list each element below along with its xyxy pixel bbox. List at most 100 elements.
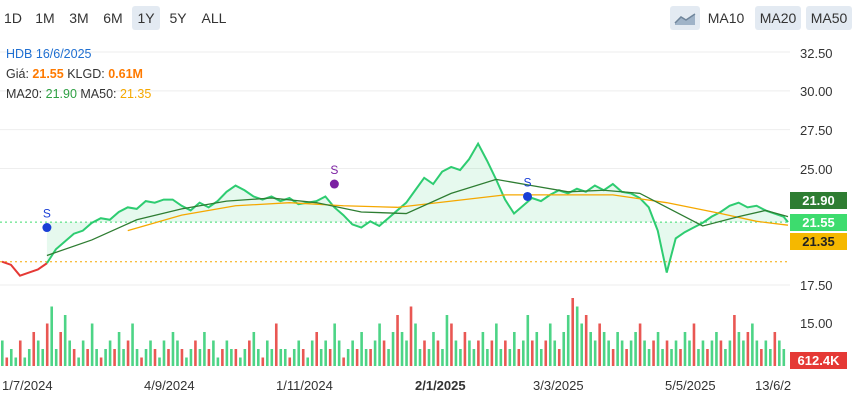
x-tick-label: 13/6/2 <box>755 378 792 393</box>
volume-bar <box>544 340 548 366</box>
info-price-row: Giá: 21.55 KLGD: 0.61M <box>6 67 143 81</box>
ma10-button[interactable]: MA10 <box>707 10 745 26</box>
volume-bar <box>310 340 314 366</box>
volume-bar <box>728 340 732 366</box>
volume-bar <box>59 332 62 366</box>
volume-bar <box>571 298 575 366</box>
volume-bar <box>441 349 444 366</box>
volume-bar <box>391 332 395 366</box>
volume-bar <box>638 323 642 366</box>
volume-bar <box>607 340 610 366</box>
volume-bar <box>207 349 211 366</box>
price-line <box>46 141 789 273</box>
volume-bar <box>593 340 597 366</box>
volume-bar <box>212 340 215 366</box>
range-all-button[interactable]: ALL <box>201 10 227 26</box>
volume-bar <box>652 340 655 366</box>
volume-bar <box>535 332 539 366</box>
volume-bar <box>746 332 750 366</box>
volume-bar <box>153 349 157 366</box>
volume-bar <box>292 349 296 366</box>
volume-bar <box>724 349 727 366</box>
range-1d-button[interactable]: 1D <box>4 10 22 26</box>
volume-bar <box>32 332 36 366</box>
volume-bar <box>778 340 781 366</box>
volume-bar <box>719 340 723 366</box>
volume-bar <box>337 340 341 366</box>
volume-bar <box>297 340 301 366</box>
volume-bar <box>171 332 175 366</box>
range-3m-button[interactable]: 3M <box>69 10 89 26</box>
ma50-button[interactable]: MA50 <box>806 6 852 30</box>
volume-bar <box>270 349 274 366</box>
ma20-label: MA20: <box>6 87 43 101</box>
volume-bar <box>221 349 224 366</box>
price-label: Giá: <box>6 67 29 81</box>
volume-bar <box>54 349 58 366</box>
info-ma-row: MA20: 21.90 MA50: 21.35 <box>6 87 151 101</box>
volume-bar <box>450 323 453 366</box>
volume-bar <box>162 340 166 366</box>
volume-bar <box>68 340 71 366</box>
volume-bar <box>274 323 278 366</box>
volume-bar <box>445 315 449 366</box>
price-value: 21.55 <box>32 67 64 81</box>
volume-bar <box>760 349 763 366</box>
volume-bar <box>108 340 112 366</box>
volume-bar <box>225 340 229 366</box>
volume-bar <box>427 349 431 366</box>
volume-bar <box>180 349 184 366</box>
volume-bar <box>333 323 336 366</box>
volume-bar <box>203 332 206 366</box>
ma20-price-tag: 21.90 <box>790 192 847 209</box>
volume-bar <box>9 349 13 366</box>
volume-bar <box>405 340 408 366</box>
volume-bar <box>176 340 179 366</box>
volume-bar <box>562 332 566 366</box>
range-1m-button[interactable]: 1M <box>35 10 55 26</box>
volume-bar <box>342 357 345 366</box>
range-1y-button[interactable]: 1Y <box>132 6 160 30</box>
volume-bar <box>629 340 633 366</box>
volume-bar <box>400 332 404 366</box>
volume-bar <box>661 349 664 366</box>
area-chart-toggle[interactable] <box>670 6 700 30</box>
volume-bar <box>553 340 557 366</box>
volume-bar <box>697 349 700 366</box>
volume-bar <box>248 340 251 366</box>
volume-bar <box>472 349 476 366</box>
volume-bar <box>387 349 390 366</box>
volume-bar <box>589 332 592 366</box>
ma20-value: 21.90 <box>45 87 77 101</box>
signal-marker-label: S <box>330 163 338 177</box>
volume-bar <box>131 323 134 366</box>
volume-bar <box>319 349 323 366</box>
volume-bar <box>679 349 682 366</box>
volume-bar <box>14 357 18 366</box>
volume-bar <box>490 340 494 366</box>
volume-bar <box>50 306 54 366</box>
ma20-button[interactable]: MA20 <box>755 6 801 30</box>
range-6m-button[interactable]: 6M <box>103 10 123 26</box>
volume-bar <box>737 332 741 366</box>
volume-bar <box>243 349 247 366</box>
y-tick-label: 25.00 <box>800 162 833 177</box>
volume-bar <box>656 332 660 366</box>
volume-bar <box>149 340 152 366</box>
range-5y-button[interactable]: 5Y <box>169 10 187 26</box>
volume-bar <box>643 340 646 366</box>
volume-bar <box>418 349 422 366</box>
volume-bar <box>634 332 637 366</box>
signal-marker-label: S <box>43 207 51 221</box>
volume-bar <box>580 323 583 366</box>
ma50-line <box>127 194 789 232</box>
x-tick-label: 1/7/2024 <box>2 378 53 393</box>
volume-bar <box>63 315 67 366</box>
volume-bar <box>23 357 27 366</box>
volume-bar <box>18 340 22 366</box>
volume-bar <box>81 340 85 366</box>
volume-bar <box>27 349 31 366</box>
volume-bar <box>351 340 354 366</box>
volume-bar <box>86 349 89 366</box>
volume-bar <box>701 340 705 366</box>
